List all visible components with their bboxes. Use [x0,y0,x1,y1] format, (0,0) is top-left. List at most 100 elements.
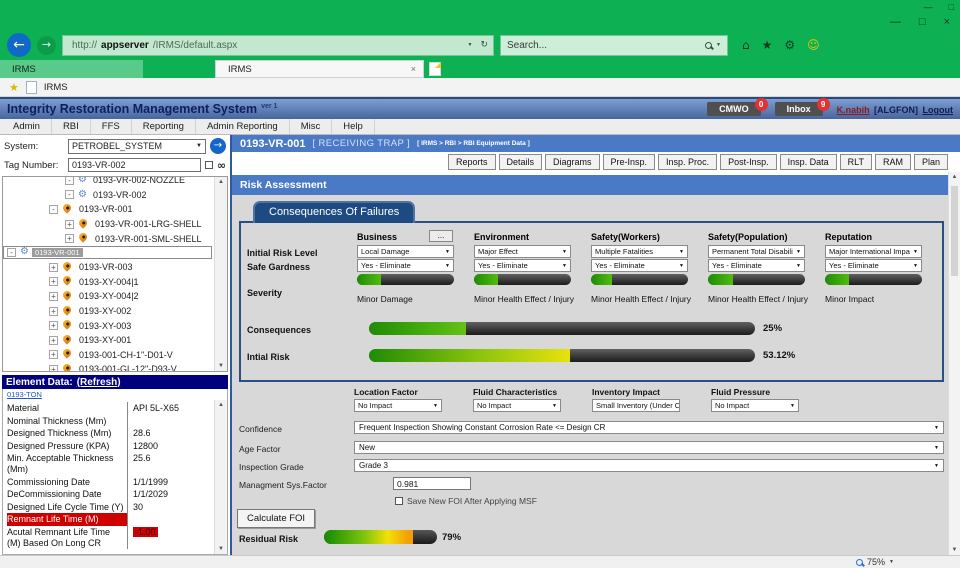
tree-node[interactable]: + 0193-001-CH-1"-D01-V [3,347,212,363]
tree-node[interactable]: + 0193-001-GL-12"-D93-V [3,362,212,371]
menu-item[interactable]: Misc [290,119,333,134]
forward-button[interactable]: → [37,35,56,55]
tree-expander[interactable]: - [65,177,74,185]
factor-select[interactable]: No Impact ▼ [473,399,561,412]
url-dropdown-icon[interactable]: ▼ [467,42,473,48]
zoom-control[interactable]: 75% ▼ [856,557,894,567]
close-icon[interactable]: × [943,16,950,28]
maximize-icon[interactable]: □ [918,16,926,28]
menu-item[interactable]: Help [332,119,375,134]
toolbar-button[interactable]: RAM [874,154,911,170]
new-tab-button[interactable] [429,62,441,76]
calculate-foi-button[interactable]: Calculate FOI [237,509,316,528]
tag-checkbox[interactable] [204,161,213,169]
refresh-link[interactable]: (Refresh) [76,376,121,388]
msf-input[interactable]: 0.981 [393,477,471,490]
tree-node[interactable]: - 0193-VR-001 [3,202,212,217]
tree-expander[interactable]: - [49,204,58,214]
scroll-down-icon[interactable] [215,363,227,369]
home-icon[interactable]: ⌂ [742,38,750,52]
confidence-select[interactable]: Frequent Inspection Showing Constant Cor… [354,421,944,434]
menu-item[interactable]: Admin Reporting [196,119,290,134]
favorite-link[interactable]: IRMS [43,81,68,93]
favorites-icon[interactable]: ★ [761,38,773,52]
safeguard-select[interactable]: Yes - Eliminate ▼ [591,259,688,272]
tag-number-input[interactable]: 0193-VR-002 [68,158,201,172]
factor-select[interactable]: Small Inventory (Under C▼ [592,399,680,412]
age-factor-select[interactable]: New ▼ [354,441,944,454]
scroll-down-icon[interactable] [215,546,227,552]
safeguard-select[interactable]: Yes - Eliminate ▼ [708,259,805,272]
tree-expander[interactable]: + [49,364,58,371]
toolbar-button[interactable]: Insp. Proc. [658,154,718,170]
toolbar-button[interactable]: Details [498,154,543,170]
outer-maximize-icon[interactable]: □ [948,2,954,12]
search-icon[interactable] [705,41,713,49]
factor-select[interactable]: No Impact ▼ [711,399,799,412]
scrollbar-thumb[interactable] [951,186,958,276]
scroll-down-icon[interactable] [949,547,960,553]
tree-scrollbar[interactable] [214,177,227,371]
initial-risk-select[interactable]: Permanent Total Disabili ▼ [708,245,805,258]
tree-node[interactable]: + 0193-XY-002 [3,303,212,319]
safeguard-select[interactable]: Yes - Eliminate ▼ [825,259,922,272]
tab-close-icon[interactable]: × [410,64,416,74]
feedback-smiley-icon[interactable]: ☺ [807,38,820,52]
scroll-up-icon[interactable] [215,179,227,185]
scroll-up-icon[interactable] [215,402,227,408]
tree-node[interactable]: + 0193-VR-003 [3,260,212,275]
tree-expander[interactable]: + [49,321,58,331]
initial-risk-select[interactable]: Local Damage ▼ [357,245,454,258]
tree-node[interactable]: + 0193-XY-004|1 [3,274,212,290]
favorites-star-icon[interactable]: ★ [9,81,19,94]
menu-item[interactable]: RBI [52,119,91,134]
save-foi-checkbox[interactable] [395,497,403,505]
scroll-up-icon[interactable] [949,174,960,180]
tree-expander[interactable]: + [49,350,58,360]
binoculars-icon[interactable]: ∞ [216,158,226,172]
toolbar-button[interactable]: Post-Insp. [720,154,777,170]
initial-risk-select[interactable]: Major International Impa ▼ [825,245,922,258]
tree-node[interactable]: + 0193-XY-003 [3,318,212,333]
tree-expander[interactable]: + [49,335,58,345]
tree-node[interactable]: - 0193-VR-001 [3,245,212,259]
toolbar-button[interactable]: Insp. Data [779,154,837,170]
tree-node[interactable]: + 0193-XY-004|2 [3,289,212,304]
menu-item[interactable]: Reporting [132,119,196,134]
tab-background[interactable]: IRMS [0,60,143,78]
tree-node[interactable]: - 0193-VR-002 [3,188,212,203]
tree-node[interactable]: + 0193-VR-001-LRG-SHELL [3,216,212,232]
toolbar-button[interactable]: Reports [447,154,496,170]
toolbar-button[interactable]: Plan [913,154,948,170]
main-scrollbar[interactable] [948,172,960,555]
tree-expander[interactable]: + [65,219,74,229]
toolbar-button[interactable]: Diagrams [545,154,600,170]
url-field[interactable]: http://appserver/IRMS/default.aspx ▼ ↻ [62,34,494,56]
safeguard-select[interactable]: Yes - Eliminate ▼ [357,259,454,272]
outer-minimize-icon[interactable]: — [923,2,933,12]
go-button[interactable]: → [210,138,226,154]
cmwo-button[interactable]: CMWO 0 [707,98,768,116]
tree-expander[interactable]: + [49,277,58,287]
tree-node[interactable]: + 0193-VR-001-SML-SHELL [3,231,212,246]
inbox-button[interactable]: Inbox 9 [774,98,830,116]
inspection-grade-select[interactable]: Grade 3 ▼ [354,459,944,472]
tree-node[interactable]: - 0193-VR-002-NOZZLE [3,177,212,188]
element-sub-link[interactable]: 0193-TON [2,389,228,400]
tree-expander[interactable]: + [49,262,58,272]
search-dropdown-icon[interactable]: ▼ [716,42,721,48]
tree-expander[interactable]: - [7,247,16,257]
settings-gear-icon[interactable]: ⚙ [784,38,796,52]
logout-link[interactable]: Logout [922,105,954,115]
tab-consequences-of-failures[interactable]: Consequences Of Failures [253,201,416,223]
factor-select[interactable]: No Impact ▼ [354,399,442,412]
safeguard-select[interactable]: Yes - Eliminate ▼ [474,259,571,272]
tree-node[interactable]: + 0193-XY-001 [3,333,212,348]
tab-active[interactable]: IRMS × [215,60,424,78]
menu-item[interactable]: FFS [91,119,132,134]
back-button[interactable]: ← [7,33,31,57]
business-more-button[interactable]: ... [429,230,453,242]
element-data-scrollbar[interactable] [214,400,227,554]
initial-risk-select[interactable]: Multiple Fatalities ▼ [591,245,688,258]
tree-expander[interactable]: + [49,306,58,316]
